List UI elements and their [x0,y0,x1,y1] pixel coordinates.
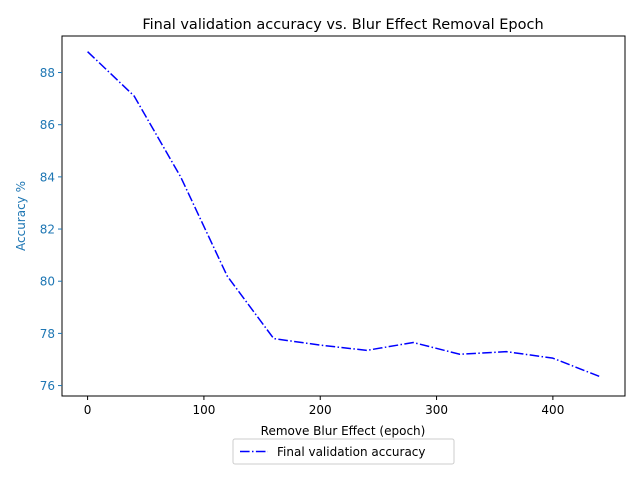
y-tick-label: 88 [40,66,55,80]
x-axis-label: Remove Blur Effect (epoch) [261,424,426,438]
legend-label: Final validation accuracy [277,445,426,459]
y-tick-label: 84 [40,170,55,184]
x-tick-label: 400 [541,403,564,417]
x-tick-label: 200 [309,403,332,417]
chart-title: Final validation accuracy vs. Blur Effec… [142,17,543,33]
x-tick-label: 0 [84,403,92,417]
x-tick-label: 100 [192,403,215,417]
y-tick-label: 76 [40,379,55,393]
x-tick-label: 300 [425,403,448,417]
y-tick-label: 80 [40,275,55,289]
legend: Final validation accuracy [233,439,454,464]
y-axis-label: Accuracy % [14,181,28,251]
y-tick-label: 86 [40,118,55,132]
y-tick-label: 78 [40,327,55,341]
y-tick-label: 82 [40,223,55,237]
